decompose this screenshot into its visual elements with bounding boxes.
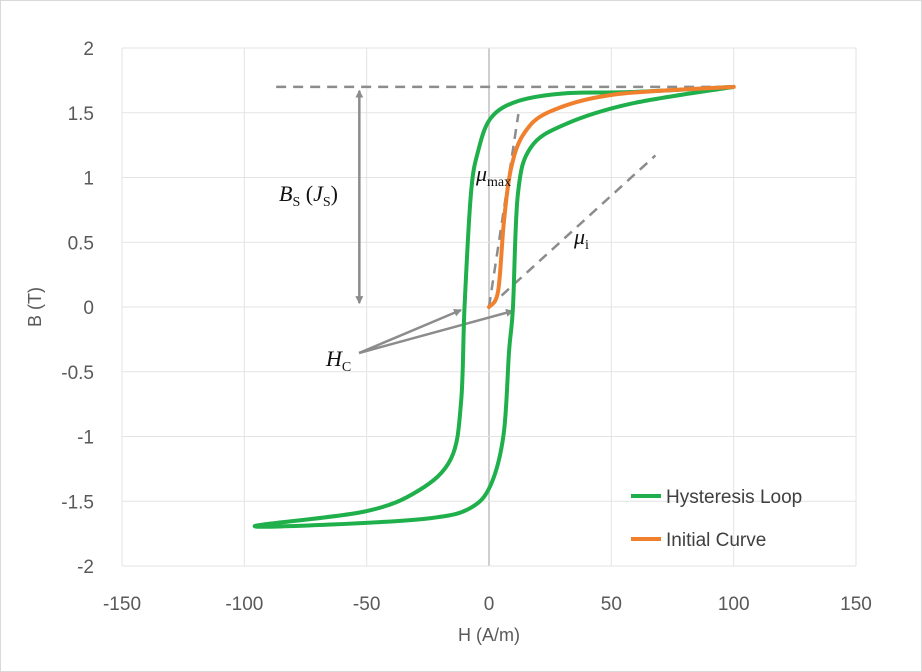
tick-labels: -150 -100 -50 0 50 100 150 2 1.5 1 0.5 0 -0.5 -1 -1.5 -… (61, 39, 872, 615)
y-tick-label: -1.5 (61, 492, 94, 513)
coercivity-arrow-left (358, 308, 462, 355)
annotations (276, 85, 734, 355)
x-tick-label: -150 (103, 594, 141, 615)
y-tick-label: 0.5 (68, 233, 94, 254)
annotation-labels: BS (JS) μmax μi HC (279, 161, 589, 375)
legend-label-hysteresis: Hysteresis Loop (666, 487, 802, 508)
initial-curve-line (487, 84, 736, 309)
hysteresis-loop-line (253, 84, 736, 529)
mu-i-label: μi (573, 224, 589, 253)
y-tick-label: -0.5 (61, 363, 94, 384)
x-tick-label: -50 (353, 594, 380, 615)
mu-max-label: μmax (475, 161, 511, 190)
y-axis-label: B (T) (25, 287, 45, 327)
y-tick-label: 0 (83, 298, 94, 319)
x-tick-label: 50 (601, 594, 622, 615)
legend: Hysteresis Loop Initial Curve (631, 487, 802, 551)
x-tick-label: -100 (225, 594, 263, 615)
y-tick-label: 1 (83, 169, 94, 190)
legend-label-initial: Initial Curve (666, 530, 766, 551)
mu-i-tangent-line (488, 154, 657, 308)
y-tick-label: -1 (77, 428, 94, 449)
coercivity-label: HC (325, 346, 351, 375)
mu-max-tangent-line (487, 113, 520, 308)
y-tick-label: 1.5 (68, 104, 94, 125)
series-lines (253, 84, 736, 529)
saturation-label: BS (JS) (279, 181, 338, 210)
coercivity-arrow-right (358, 308, 514, 355)
x-tick-label: 0 (484, 594, 495, 615)
x-tick-label: 150 (840, 594, 872, 615)
x-tick-label: 100 (718, 594, 750, 615)
gridlines (121, 47, 857, 567)
y-tick-label: -2 (77, 557, 94, 578)
y-tick-label: 2 (83, 39, 94, 60)
x-axis-label: H (A/m) (458, 625, 520, 645)
